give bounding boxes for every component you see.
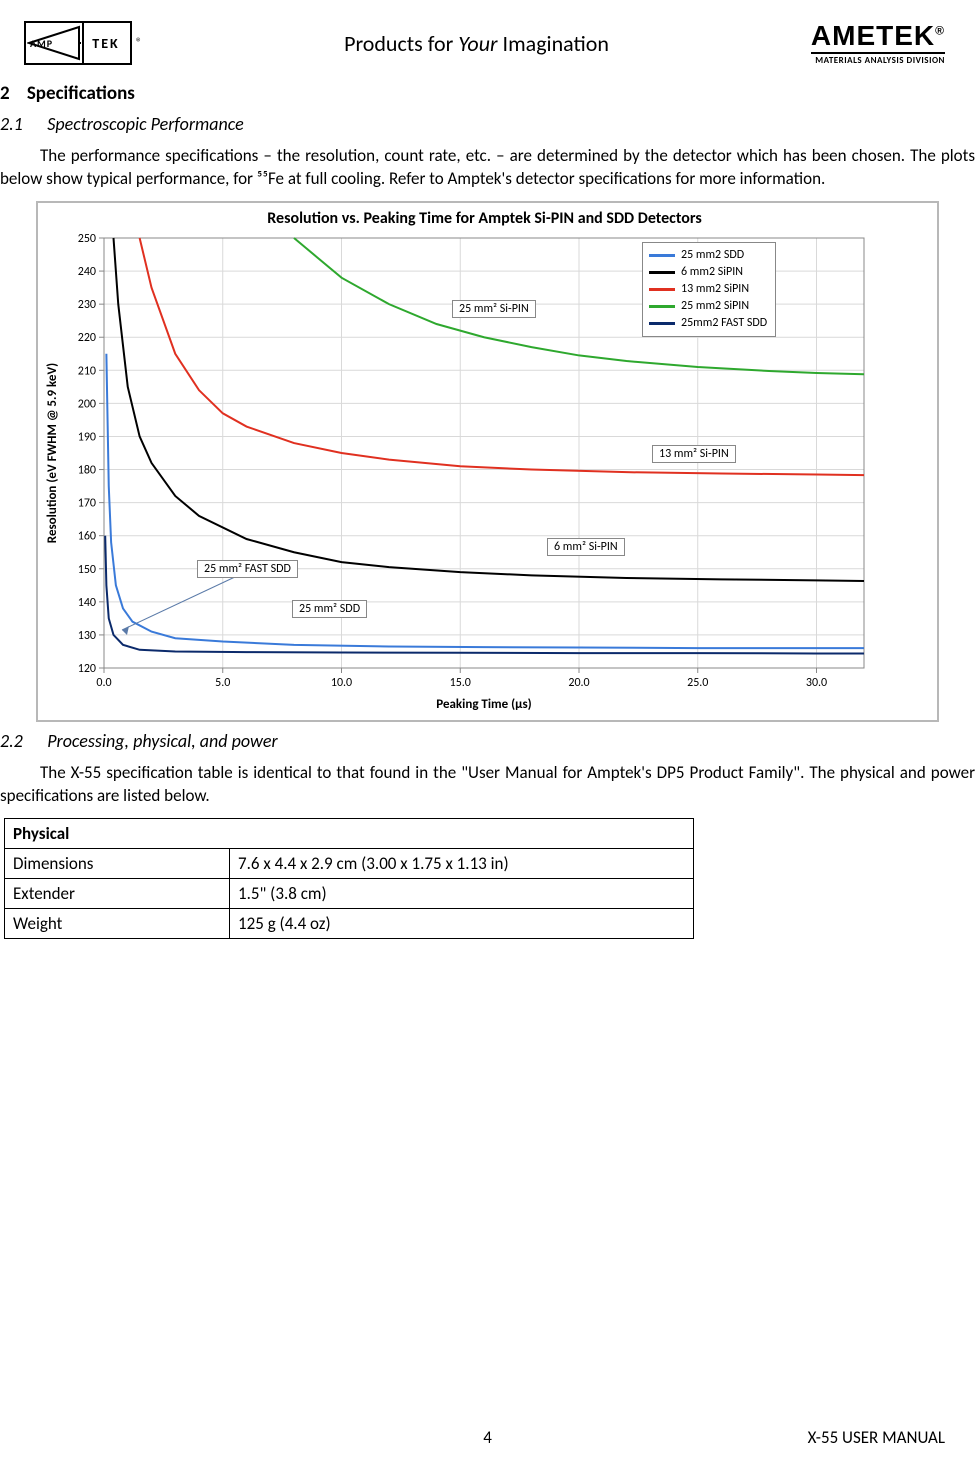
row-label: Weight [5, 908, 230, 938]
chart-inline-label: 13 mm² Si-PIN [652, 445, 736, 463]
svg-text:Peaking Time (μs): Peaking Time (μs) [436, 697, 531, 712]
svg-text:160: 160 [78, 530, 96, 544]
svg-text:Resolution (eV FWHM @ 5.9 keV): Resolution (eV FWHM @ 5.9 keV) [45, 363, 60, 543]
subsection-2-heading: 2.2 Processing, physical, and power [0, 730, 975, 752]
materials-division: MATERIALS ANALYSIS DIVISION [811, 52, 945, 66]
ametek-text: AMETEK [811, 20, 935, 51]
tagline-italic: Your [458, 30, 502, 57]
registered-mark: ® [136, 36, 142, 50]
logo-tek-label: TEK [82, 23, 130, 63]
chart-inline-label: 25 mm² Si-PIN [452, 300, 536, 318]
table-header: Physical [5, 818, 694, 848]
manual-name: X-55 USER MANUAL [808, 1427, 945, 1448]
row-value: 125 g (4.4 oz) [230, 908, 694, 938]
svg-text:25.0: 25.0 [687, 676, 708, 690]
resolution-chart: Resolution vs. Peaking Time for Amptek S… [36, 201, 939, 722]
ametek-reg: ® [935, 24, 945, 38]
svg-text:170: 170 [78, 496, 96, 510]
svg-text:190: 190 [78, 430, 96, 444]
svg-text:230: 230 [78, 298, 96, 312]
table-row: Dimensions7.6 x 4.4 x 2.9 cm (3.00 x 1.7… [5, 848, 694, 878]
row-label: Dimensions [5, 848, 230, 878]
svg-text:10.0: 10.0 [331, 676, 352, 690]
tagline-suffix: Imagination [503, 30, 609, 57]
sub1-num: 2.1 [0, 113, 23, 135]
page-footer: 4 X-55 USER MANUAL [0, 1427, 975, 1448]
svg-text:200: 200 [78, 397, 96, 411]
row-value: 7.6 x 4.4 x 2.9 cm (3.00 x 1.75 x 1.13 i… [230, 848, 694, 878]
amptek-logo: AMP TEK ® [24, 21, 142, 65]
chart-inline-label: 25 mm² FAST SDD [197, 560, 298, 578]
chart-plot-area: 120 130 140 150 160 170 180 190 200 210 220 230 240 2… [42, 230, 894, 718]
table-row: Weight125 g (4.4 oz) [5, 908, 694, 938]
ametek-logo: AMETEK® MATERIALS ANALYSIS DIVISION [811, 20, 945, 66]
svg-text:5.0: 5.0 [215, 676, 230, 690]
svg-text:130: 130 [78, 629, 96, 643]
page-number: 4 [483, 1427, 492, 1448]
svg-text:140: 140 [78, 596, 96, 610]
svg-text:30.0: 30.0 [806, 676, 827, 690]
tagline-prefix: Products for [344, 30, 458, 57]
subsection-1-heading: 2.1 Spectroscopic Performance [0, 113, 975, 135]
svg-text:120: 120 [78, 662, 96, 676]
sub2-body: The X-55 specification table is identica… [0, 762, 975, 808]
content: 2 Specifications 2.1 Spectroscopic Perfo… [0, 74, 975, 939]
sub2-title: Processing, physical, and power [47, 730, 277, 752]
svg-text:180: 180 [78, 463, 96, 477]
chart-inline-label: 6 mm² Si-PIN [547, 538, 625, 556]
sub2-num: 2.2 [0, 730, 23, 752]
svg-text:20.0: 20.0 [568, 676, 589, 690]
svg-text:220: 220 [78, 331, 96, 345]
svg-text:210: 210 [78, 364, 96, 378]
physical-spec-table: Physical Dimensions7.6 x 4.4 x 2.9 cm (3… [4, 818, 694, 939]
sub1-title: Spectroscopic Performance [47, 113, 244, 135]
section-heading: 2 Specifications [0, 82, 975, 105]
svg-text:250: 250 [78, 232, 96, 246]
section-num: 2 [0, 82, 10, 105]
tagline: Products for Your Imagination [344, 30, 609, 57]
page-header: AMP TEK ® Products for Your Imagination … [0, 20, 975, 74]
logo-amp-label: AMP [30, 37, 53, 50]
svg-text:15.0: 15.0 [450, 676, 471, 690]
svg-text:240: 240 [78, 265, 96, 279]
row-label: Extender [5, 878, 230, 908]
table-row: Extender1.5" (3.8 cm) [5, 878, 694, 908]
chart-title: Resolution vs. Peaking Time for Amptek S… [42, 209, 927, 228]
svg-text:150: 150 [78, 563, 96, 577]
sub1-body: The performance specifications – the res… [0, 145, 975, 191]
chart-legend: 25 mm2 SDD6 mm2 SiPIN13 mm2 SiPIN25 mm2 … [642, 242, 776, 337]
chart-inline-label: 25 mm² SDD [292, 600, 367, 618]
section-title: Specifications [27, 82, 135, 105]
svg-text:0.0: 0.0 [96, 676, 111, 690]
row-value: 1.5" (3.8 cm) [230, 878, 694, 908]
